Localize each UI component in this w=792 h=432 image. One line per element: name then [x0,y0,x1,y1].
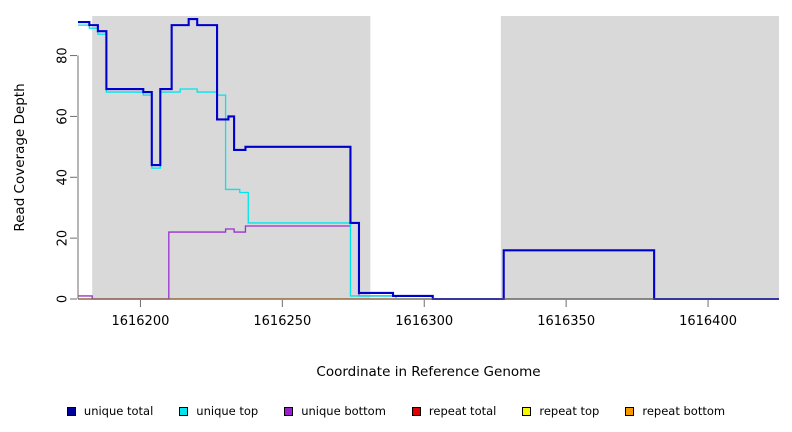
legend-swatch-icon [411,406,421,416]
x-tick-label-2: 1616300 [395,314,453,329]
legend-swatch-icon [625,406,635,416]
legend-label: unique total [83,404,154,418]
shaded-region-1 [500,16,779,299]
x-tick-label-3: 1616350 [537,314,595,329]
legend-swatch-icon [284,406,294,416]
y-axis-title: Read Coverage Depth [12,83,28,231]
series-unique-top [78,24,779,300]
legend-swatch-icon [66,406,76,416]
x-tick-label-0: 1616200 [111,314,169,329]
legend-label: repeat top [539,404,600,418]
shaded-region-0 [92,16,371,299]
legend-label: unique top [196,404,259,418]
legend-item-repeat-total: repeat total [411,404,497,418]
x-axis-title: Coordinate in Reference Genome [316,364,540,380]
y-tick-label-4: 80 [56,47,71,64]
legend-label: repeat total [428,404,497,418]
y-tick-label-3: 60 [56,108,71,125]
legend-item-repeat-bottom: repeat bottom [625,404,725,418]
legend-swatch-icon [522,406,532,416]
legend-item-repeat-top: repeat top [522,404,599,418]
legend-label: repeat bottom [642,404,726,418]
legend-item-unique-bottom: unique bottom [284,404,386,418]
series-unique-total [78,17,779,301]
x-tick-label-4: 1616400 [679,314,737,329]
y-tick-label-0: 0 [56,295,71,303]
legend-swatch-icon [179,406,189,416]
legend-label: unique bottom [301,404,386,418]
y-tick-label-2: 40 [56,169,71,186]
x-tick-label-1: 1616250 [253,314,311,329]
legend-item-unique-top: unique top [179,404,258,418]
y-tick-label-1: 20 [56,230,71,247]
chart-legend: unique total unique top unique bottom repea… [0,396,792,426]
legend-item-unique-total: unique total [66,404,154,418]
